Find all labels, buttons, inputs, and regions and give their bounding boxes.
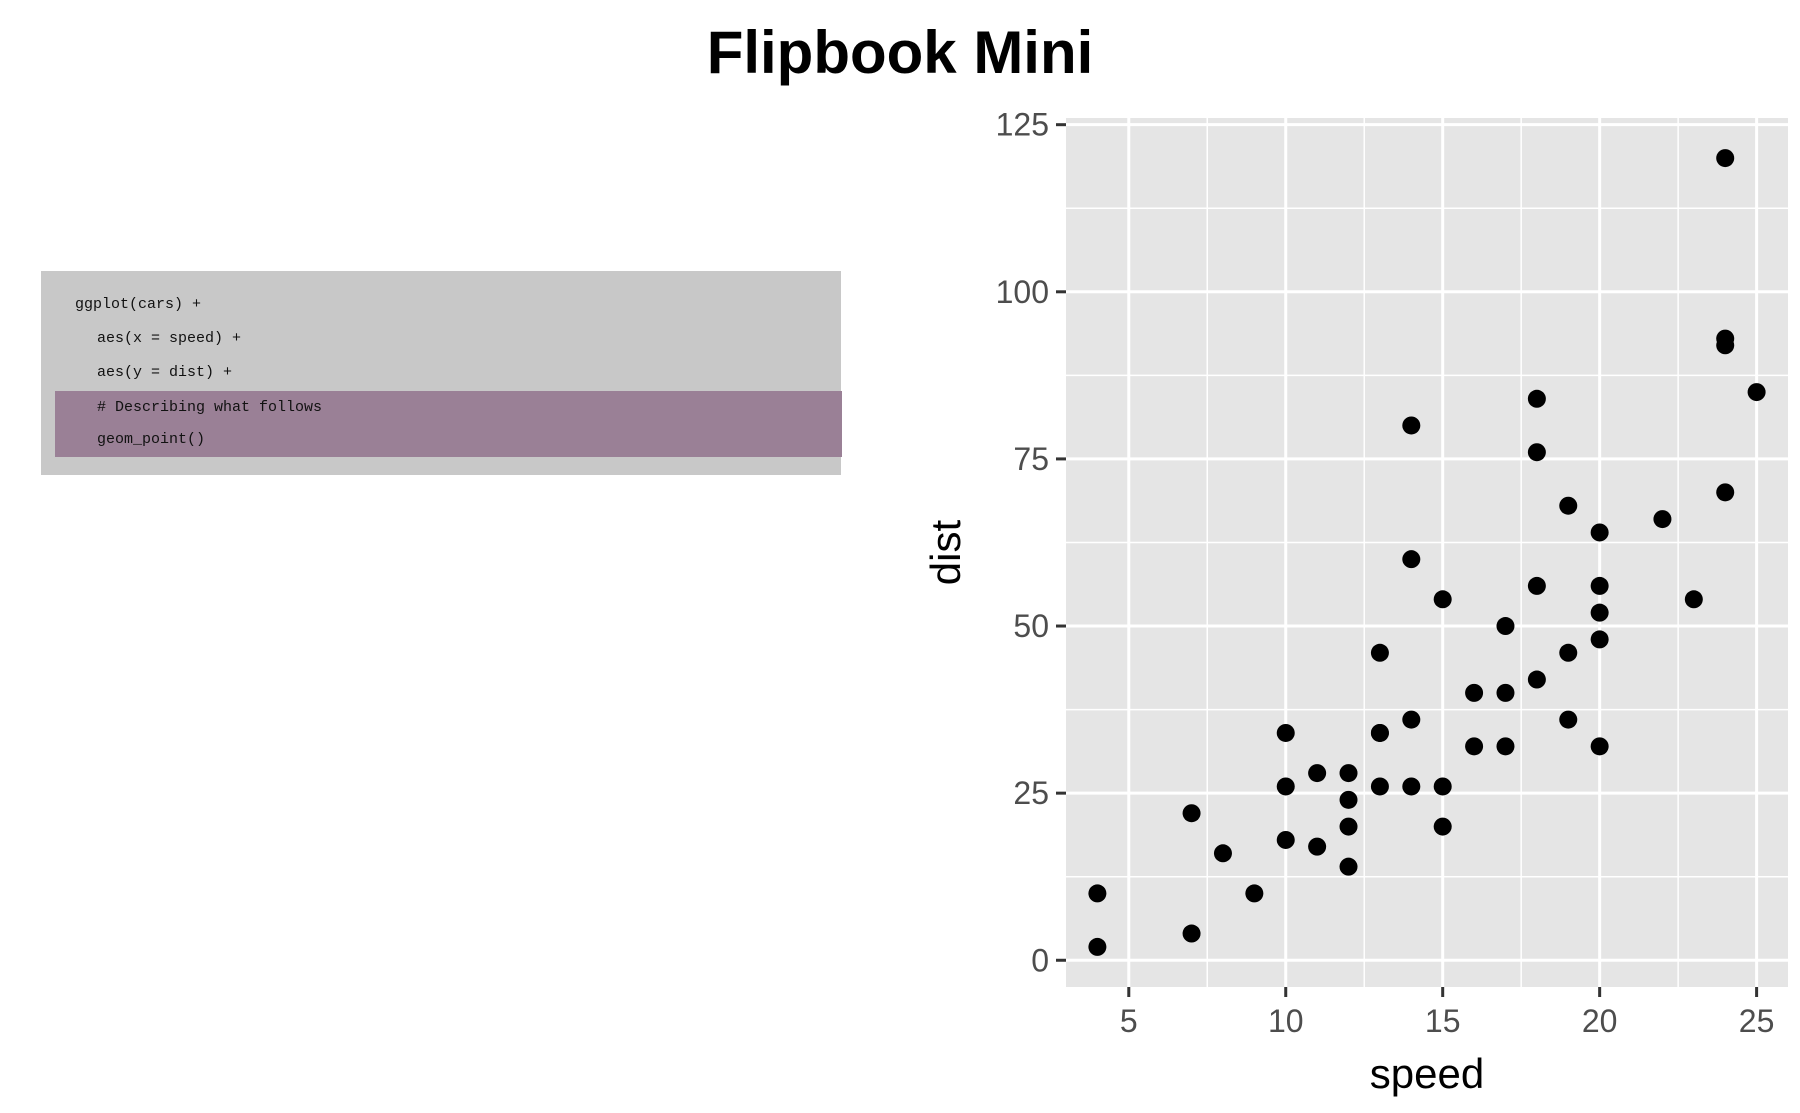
code-text: ggplot(cars) + (75, 296, 202, 313)
x-axis: 5 10 15 20 25 (1120, 987, 1775, 1039)
data-point (1339, 857, 1358, 876)
x-tick-label: 20 (1582, 1003, 1618, 1039)
data-point (1527, 443, 1546, 462)
data-point (1684, 590, 1703, 609)
data-point (1339, 817, 1358, 836)
y-tick-label: 75 (1013, 441, 1049, 477)
data-point (1590, 576, 1609, 595)
x-tick-label: 5 (1120, 1003, 1138, 1039)
y-tick-label: 100 (996, 274, 1049, 310)
data-point (1747, 383, 1766, 402)
data-point (1276, 777, 1295, 796)
data-point (1245, 884, 1264, 903)
data-point (1402, 710, 1421, 729)
data-point (1716, 329, 1735, 348)
data-point (1465, 683, 1484, 702)
data-point (1276, 723, 1295, 742)
data-point (1339, 764, 1358, 783)
y-tick-label: 0 (1031, 942, 1049, 978)
code-line-highlighted: geom_point() (55, 423, 842, 457)
code-line-highlighted: # Describing what follows (55, 391, 842, 425)
code-text: # Describing what follows (97, 399, 323, 416)
data-point (1496, 617, 1515, 636)
x-axis-title: speed (1370, 1050, 1484, 1097)
code-text: aes(y = dist) + (97, 364, 233, 381)
data-point (1088, 937, 1107, 956)
data-point (1496, 737, 1515, 756)
y-axis-title: dist (922, 519, 969, 585)
data-point (1308, 764, 1327, 783)
data-point (1370, 643, 1389, 662)
data-point (1590, 603, 1609, 622)
data-point (1496, 683, 1515, 702)
data-point (1339, 790, 1358, 809)
y-axis: 0 25 50 75 100 125 (996, 107, 1066, 978)
code-text: geom_point() (97, 431, 206, 448)
x-tick-label: 15 (1425, 1003, 1461, 1039)
code-line: aes(x = speed) + (41, 322, 828, 356)
data-point (1559, 710, 1578, 729)
data-point (1433, 817, 1452, 836)
data-point (1590, 630, 1609, 649)
data-point (1402, 550, 1421, 569)
data-point (1653, 510, 1672, 529)
data-point (1370, 777, 1389, 796)
data-point (1527, 389, 1546, 408)
data-point (1088, 884, 1107, 903)
data-point (1370, 723, 1389, 742)
y-tick-label: 25 (1013, 775, 1049, 811)
data-point (1433, 777, 1452, 796)
data-point (1716, 149, 1735, 168)
code-line: ggplot(cars) + (41, 288, 828, 322)
data-point (1716, 483, 1735, 502)
y-tick-label: 50 (1013, 608, 1049, 644)
x-tick-label: 10 (1268, 1003, 1304, 1039)
data-point (1402, 777, 1421, 796)
code-line: aes(y = dist) + (41, 356, 828, 390)
code-panel: ggplot(cars) + aes(x = speed) + aes(y = … (41, 271, 842, 475)
plot-panel (1066, 118, 1788, 987)
data-point (1559, 496, 1578, 515)
data-point (1590, 523, 1609, 542)
page-title: Flipbook Mini (706, 19, 1094, 86)
data-point (1182, 924, 1201, 943)
data-point (1527, 576, 1546, 595)
data-point (1182, 804, 1201, 823)
code-text: aes(x = speed) + (97, 330, 242, 347)
data-point (1276, 830, 1295, 849)
data-points (1088, 149, 1766, 956)
data-point (1465, 737, 1484, 756)
data-point (1527, 670, 1546, 689)
data-point (1213, 844, 1232, 863)
x-tick-label: 25 (1739, 1003, 1775, 1039)
data-point (1433, 590, 1452, 609)
y-tick-label: 125 (996, 107, 1049, 143)
data-point (1559, 643, 1578, 662)
grid-major (1066, 118, 1788, 987)
grid-minor (1066, 118, 1788, 987)
data-point (1308, 837, 1327, 856)
data-point (1402, 416, 1421, 435)
data-point (1590, 737, 1609, 756)
